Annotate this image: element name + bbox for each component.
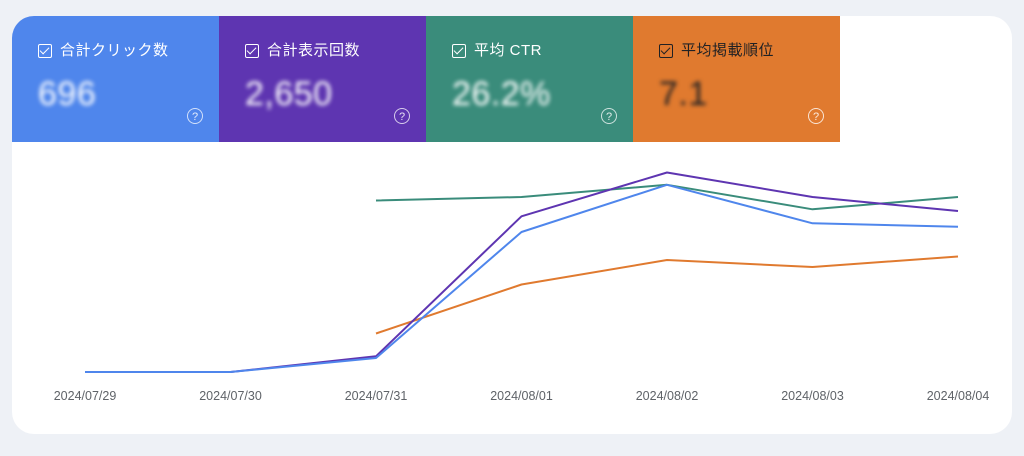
x-tick-label: 2024/07/30 [199,389,262,403]
checkbox-checked-icon[interactable] [38,44,52,58]
help-icon[interactable]: ? [601,108,617,124]
metric-label: 合計表示回数 [267,42,361,59]
metric-label: 合計クリック数 [60,42,169,59]
x-tick-label: 2024/08/01 [490,389,553,403]
series-line-clicks [85,183,959,373]
metric-tile-position[interactable]: 平均掲載順位 7.1 ? [633,16,840,142]
performance-card: 合計クリック数 696 ? 合計表示回数 2,650 ? 平均 CTR 26.2… [12,16,1012,434]
x-tick-label: 2024/07/31 [345,389,408,403]
help-icon[interactable]: ? [187,108,203,124]
x-tick-label: 2024/08/03 [781,389,844,403]
metric-value: 7.1 [659,75,708,113]
x-tick-label: 2024/08/02 [636,389,699,403]
metric-tile-impressions[interactable]: 合計表示回数 2,650 ? [219,16,426,142]
x-tick-label: 2024/07/29 [54,389,117,403]
metric-tile-ctr[interactable]: 平均 CTR 26.2% ? [426,16,633,142]
line-chart: 2024/07/29 2024/07/30 2024/07/31 2024/08/01… [54,171,990,403]
x-tick-label: 2024/08/04 [927,389,990,403]
metric-label: 平均掲載順位 [681,42,775,59]
metric-value: 2,650 [245,75,333,113]
metric-tile-clicks[interactable]: 合計クリック数 696 ? [12,16,219,142]
help-icon[interactable]: ? [394,108,410,124]
series-line-impressions [85,171,959,373]
checkbox-checked-icon[interactable] [452,44,466,58]
metric-value: 696 [38,75,97,113]
metric-tiles: 合計クリック数 696 ? 合計表示回数 2,650 ? 平均 CTR 26.2… [12,16,840,142]
help-icon[interactable]: ? [808,108,824,124]
metric-label: 平均 CTR [474,42,542,59]
series-line-ctr [375,183,959,211]
metric-value: 26.2% [452,75,551,113]
checkbox-checked-icon[interactable] [659,44,673,58]
checkbox-checked-icon[interactable] [245,44,259,58]
series-line-position [375,255,959,335]
